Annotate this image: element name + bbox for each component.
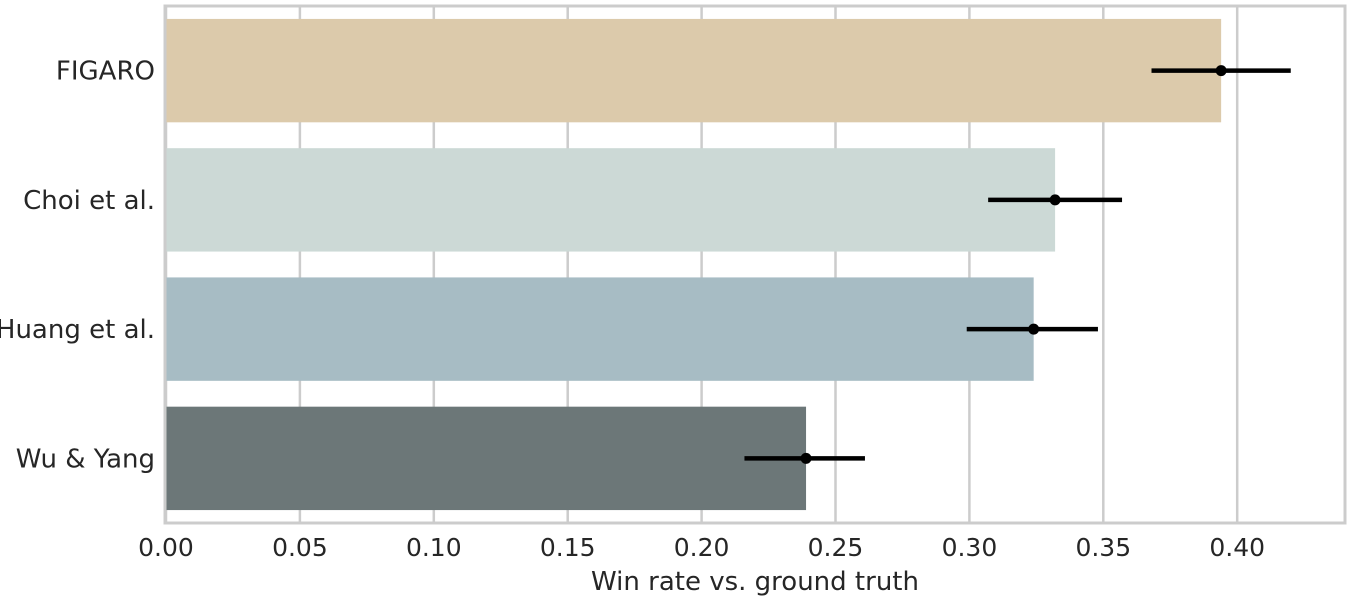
x-tick-label: 0.30 xyxy=(942,533,998,562)
x-axis-label: Win rate vs. ground truth xyxy=(591,567,919,597)
x-tick-label: 0.10 xyxy=(406,533,462,562)
point-estimate xyxy=(1028,323,1040,335)
x-tick-label: 0.20 xyxy=(674,533,730,562)
category-label: FIGARO xyxy=(56,57,155,87)
point-estimate xyxy=(800,452,812,464)
plot-frame xyxy=(163,4,1347,525)
x-tick-label: 0.35 xyxy=(1075,533,1131,562)
category-label: Huang et al. xyxy=(0,315,155,345)
bar xyxy=(166,148,1056,252)
x-tick-label: 0.15 xyxy=(540,533,596,562)
x-tick-labels: 0.00 0.05 0.10 0.15 0.20 0.25 0.30 0.35 0.40 xyxy=(138,533,1265,562)
category-label: Choi et al. xyxy=(23,186,155,216)
x-tick-label: 0.00 xyxy=(138,533,194,562)
x-tick-label: 0.25 xyxy=(808,533,864,562)
bar xyxy=(166,18,1222,123)
category-label: Wu & Yang xyxy=(16,444,155,474)
bar xyxy=(166,277,1034,381)
bar xyxy=(166,406,807,511)
x-tick-label: 0.40 xyxy=(1209,533,1265,562)
point-estimate xyxy=(1215,65,1227,77)
category-labels: FIGARO Choi et al. Huang et al. Wu & Yang xyxy=(0,57,155,475)
x-tick-label: 0.05 xyxy=(272,533,328,562)
bars xyxy=(166,18,1222,511)
error-bars xyxy=(744,65,1291,464)
point-estimate xyxy=(1049,194,1061,206)
